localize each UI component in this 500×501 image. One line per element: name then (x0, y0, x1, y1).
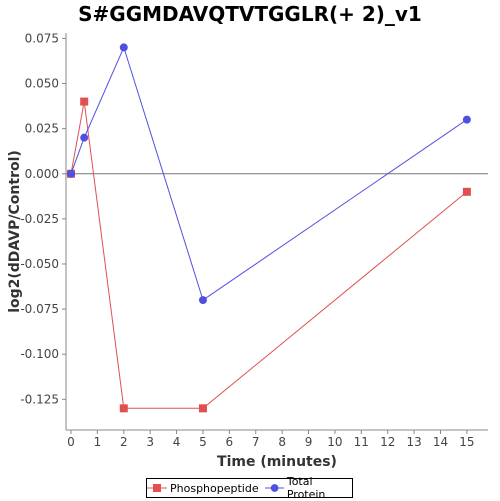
legend-item-phosphopeptide: Phosphopeptide (147, 482, 259, 495)
data-point-total-protein (67, 169, 75, 178)
y-tick-label: 0.000 (25, 167, 59, 181)
legend-total-protein-marker-icon (264, 484, 284, 492)
x-tick-label: 4 (173, 435, 181, 449)
x-tick-label: 5 (199, 435, 207, 449)
data-point-total-protein (462, 115, 471, 124)
x-tick-label: 14 (433, 435, 448, 449)
x-tick-label: 13 (406, 435, 421, 449)
y-tick-label: -0.125 (20, 392, 59, 406)
x-tick-label: 15 (459, 435, 474, 449)
data-point-total-protein (198, 296, 207, 305)
data-point-total-protein (119, 43, 128, 52)
y-axis-title: log2(dDAVP/Control) (7, 150, 23, 313)
x-tick-label: 12 (380, 435, 395, 449)
y-tick-label: -0.025 (20, 212, 59, 226)
x-tick-label: 0 (67, 435, 75, 449)
legend-label-phosphopeptide: Phosphopeptide (170, 481, 259, 495)
legend-phosphopeptide-marker-icon (147, 484, 167, 492)
y-tick-label: 0.050 (25, 77, 59, 91)
chart-title: S#GGMDAVQTVTGGLR(+ 2)_v1 (78, 2, 422, 26)
y-tick-label: 0.025 (25, 122, 59, 136)
legend-label-total-protein: Total Protein (286, 475, 326, 501)
legend: Phosphopeptide Total Protein (146, 475, 353, 501)
y-tick-label: -0.100 (20, 347, 59, 361)
y-tick-label: -0.050 (20, 257, 59, 271)
x-tick-label: 1 (94, 435, 102, 449)
x-tick-label: 6 (226, 435, 234, 449)
data-point-phosphopeptide (462, 187, 471, 196)
x-axis-title: Time (minutes) (217, 454, 337, 470)
data-point-phosphopeptide (80, 97, 89, 106)
x-tick-label: 2 (120, 435, 128, 449)
legend-item-total-protein: Total Protein (264, 475, 352, 501)
data-point-total-protein (80, 133, 89, 142)
y-tick-label: 0.075 (25, 31, 59, 45)
x-tick-label: 7 (252, 435, 260, 449)
x-tick-label: 9 (305, 435, 313, 449)
data-point-phosphopeptide (198, 404, 207, 413)
y-tick-label: -0.075 (20, 302, 59, 316)
x-tick-label: 10 (327, 435, 342, 449)
x-tick-label: 3 (146, 435, 154, 449)
x-tick-label: 11 (354, 435, 369, 449)
data-point-phosphopeptide (119, 404, 128, 413)
x-tick-label: 8 (278, 435, 286, 449)
